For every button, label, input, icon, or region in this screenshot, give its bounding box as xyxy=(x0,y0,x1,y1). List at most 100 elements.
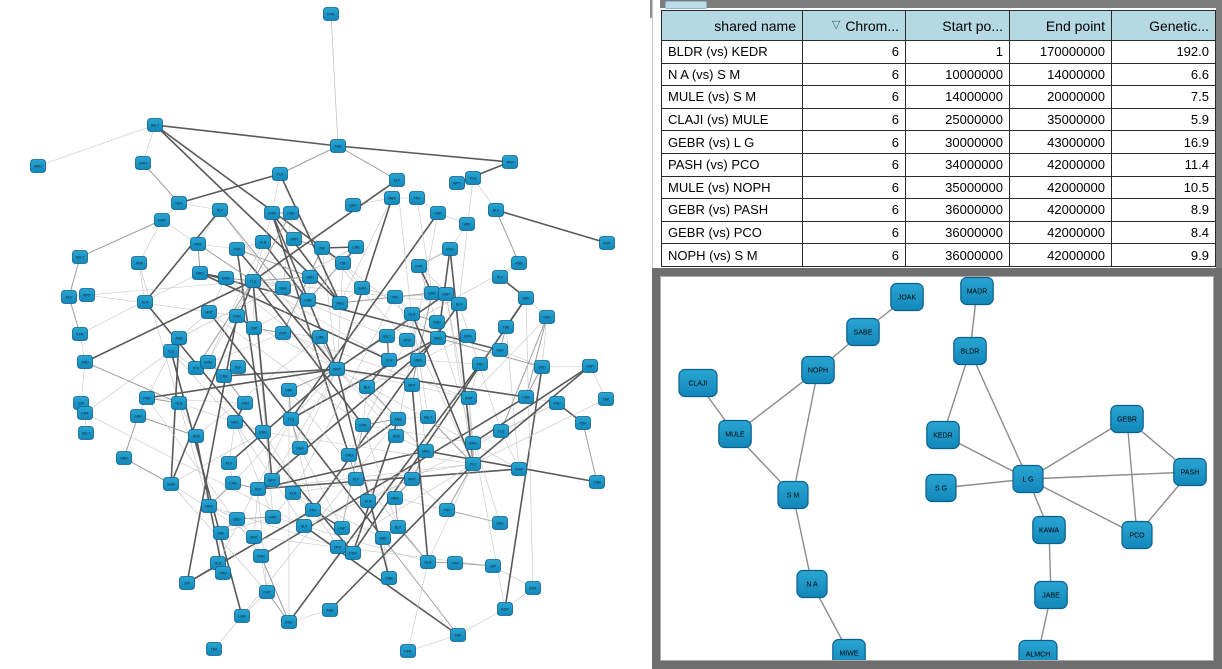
network-edge[interactable] xyxy=(236,248,311,278)
table-cell[interactable]: 42000000 xyxy=(1010,221,1112,244)
network-edge[interactable] xyxy=(262,241,309,301)
table-cell[interactable]: 8.9 xyxy=(1190,202,1209,218)
network-edge[interactable] xyxy=(37,124,156,167)
network-edge[interactable] xyxy=(407,561,429,652)
network-node[interactable]: ANB xyxy=(330,139,346,153)
table-row[interactable]: N A (vs) S M 6 10000000 14000000 6.6 xyxy=(662,63,1215,87)
network-edge-NOPH-SM[interactable] xyxy=(792,369,819,496)
table-cell[interactable]: 14000000 xyxy=(1010,63,1112,86)
network-node[interactable]: SHM xyxy=(264,206,280,220)
network-edge[interactable] xyxy=(339,197,393,304)
network-node[interactable]: QSD xyxy=(229,512,245,526)
network-node[interactable]: ANB xyxy=(322,603,338,617)
network-edge[interactable] xyxy=(197,243,254,282)
network-node[interactable]: JSP xyxy=(246,321,262,335)
network-node[interactable]: PLV xyxy=(212,203,228,217)
network-node[interactable]: KPR xyxy=(411,259,427,273)
network-node[interactable]: PDR xyxy=(229,309,245,323)
network-edge[interactable] xyxy=(79,219,163,258)
network-edge[interactable] xyxy=(472,365,591,465)
network-node[interactable]: HNP xyxy=(582,359,598,373)
table-row[interactable]: MULE (vs) NOPH 6 35000000 42000000 10.5 xyxy=(662,176,1215,200)
network-edge[interactable] xyxy=(138,262,180,404)
network-node[interactable]: GLB xyxy=(171,396,187,410)
network-node[interactable]: KPR xyxy=(72,327,88,341)
network-edge[interactable] xyxy=(472,398,607,465)
table-cell[interactable]: 6 xyxy=(803,199,906,221)
network-node[interactable]: QSD xyxy=(492,516,508,530)
network-edge[interactable] xyxy=(336,262,344,370)
network-edge-LG-GEBR[interactable] xyxy=(1027,418,1128,480)
network-node[interactable]: SHM xyxy=(354,281,370,295)
network-node[interactable]: ANB xyxy=(171,331,187,345)
network-node[interactable]: MNT xyxy=(404,378,420,392)
network-node[interactable]: ANB xyxy=(130,409,146,423)
network-node[interactable]: DLF xyxy=(389,173,405,187)
network-edge[interactable] xyxy=(262,431,474,465)
filter-icon[interactable]: ▽ xyxy=(831,19,841,31)
network-node[interactable]: TLQ xyxy=(245,274,261,288)
network-node[interactable]: TLQ xyxy=(272,167,288,181)
network-node[interactable]: SELT xyxy=(72,250,88,264)
network-node[interactable]: BLV xyxy=(390,520,406,534)
network-edge[interactable] xyxy=(279,173,341,304)
network-node[interactable]: MNT xyxy=(190,237,206,251)
network-edge-GEBR-PCO[interactable] xyxy=(1126,418,1138,536)
network-node[interactable]: WRT xyxy=(449,176,465,190)
network-node[interactable]: TBK xyxy=(206,642,222,656)
network-node[interactable]: MBS xyxy=(201,499,217,513)
network-edge-LG-PCO[interactable] xyxy=(1027,478,1138,536)
network-node[interactable]: VRN xyxy=(447,556,463,570)
table-cell[interactable]: 35000000 xyxy=(1010,108,1112,131)
table-cell[interactable]: N A (vs) S M xyxy=(662,63,803,86)
network-edge[interactable] xyxy=(195,336,321,437)
network-node[interactable]: MBS xyxy=(410,353,426,367)
network-node[interactable]: GRD xyxy=(154,213,170,227)
network-edge[interactable] xyxy=(84,350,172,414)
network-edge[interactable] xyxy=(170,350,236,423)
network-node[interactable]: KPR xyxy=(400,644,416,658)
network-edge[interactable] xyxy=(282,247,323,334)
network-edge[interactable] xyxy=(232,368,338,484)
network-edge[interactable] xyxy=(437,337,543,368)
network-node[interactable]: PDR xyxy=(139,391,155,405)
network-node[interactable]: SRK xyxy=(213,526,229,540)
network-node[interactable]: PDR xyxy=(229,242,245,256)
network-node[interactable]: SELT xyxy=(420,410,436,424)
network-node[interactable]: LMB xyxy=(312,330,328,344)
network-node[interactable]: MKD xyxy=(418,444,434,458)
network-edge[interactable] xyxy=(257,468,520,490)
network-edge[interactable] xyxy=(146,350,172,399)
network-node[interactable]: CRB xyxy=(216,369,232,383)
network-edge[interactable] xyxy=(84,361,180,404)
table-cell[interactable]: 6 xyxy=(803,244,906,266)
network-edge[interactable] xyxy=(303,525,459,636)
table-cell[interactable]: 9.9 xyxy=(1190,247,1209,263)
table-cell[interactable]: 36000000 xyxy=(906,221,1010,244)
network-node[interactable]: KWT xyxy=(461,391,477,405)
table-cell[interactable]: GEBR (vs) L G xyxy=(662,131,803,153)
panel-tab[interactable] xyxy=(665,1,707,9)
table-cell[interactable]: PASH (vs) PCO xyxy=(662,153,803,176)
network-edge[interactable] xyxy=(138,219,163,264)
table-cell[interactable]: 5.9 xyxy=(1190,112,1209,128)
network-edge[interactable] xyxy=(252,212,292,282)
main-network-panel[interactable]: KPR ANB SELT JRW MKD BRN TLQ NSA GRD PLV SHM CRB DLF… xyxy=(0,0,652,669)
network-node[interactable]: QSD xyxy=(424,286,440,300)
main-network-canvas[interactable]: KPR ANB SELT JRW MKD BRN TLQ NSA GRD PLV SHM CRB DLF… xyxy=(0,0,652,669)
network-edge[interactable] xyxy=(472,365,591,444)
column-header-end-point[interactable]: End point xyxy=(1010,11,1112,40)
network-node[interactable]: KWT xyxy=(599,236,615,250)
network-node[interactable]: ANB xyxy=(511,256,527,270)
network-edge[interactable] xyxy=(411,384,429,563)
network-node[interactable]: KPR xyxy=(77,406,93,420)
network-node[interactable]: WRT xyxy=(329,362,345,376)
network-edge[interactable] xyxy=(525,316,548,398)
network-edge[interactable] xyxy=(252,280,390,361)
table-cell[interactable]: 6 xyxy=(803,108,906,131)
network-node[interactable]: RSD xyxy=(442,242,458,256)
table-cell[interactable]: 6 xyxy=(803,131,906,153)
network-edge[interactable] xyxy=(290,212,408,341)
network-node[interactable]: WRT xyxy=(79,288,95,302)
network-edge[interactable] xyxy=(290,212,439,420)
